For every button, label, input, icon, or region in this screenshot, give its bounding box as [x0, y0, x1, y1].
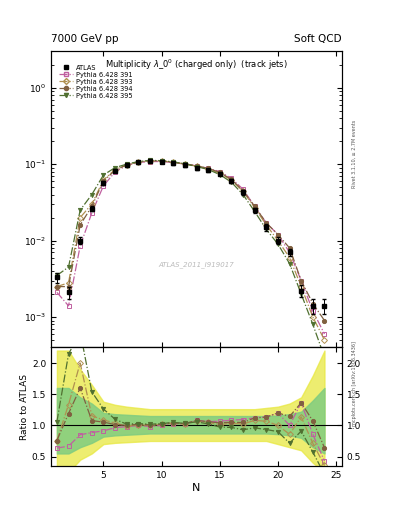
Text: 7000 GeV pp: 7000 GeV pp: [51, 33, 119, 44]
Text: Rivet 3.1.10, ≥ 2.7M events: Rivet 3.1.10, ≥ 2.7M events: [352, 119, 357, 188]
Y-axis label: Ratio to ATLAS: Ratio to ATLAS: [20, 374, 29, 440]
Text: mcplots.cern.ch [arXiv:1306.3436]: mcplots.cern.ch [arXiv:1306.3436]: [352, 342, 357, 426]
Legend: ATLAS, Pythia 6.428 391, Pythia 6.428 393, Pythia 6.428 394, Pythia 6.428 395: ATLAS, Pythia 6.428 391, Pythia 6.428 39…: [57, 63, 134, 100]
Text: Multiplicity $\lambda\_0^0$ (charged only)  (track jets): Multiplicity $\lambda\_0^0$ (charged onl…: [105, 57, 288, 72]
Text: ATLAS_2011_I919017: ATLAS_2011_I919017: [159, 261, 234, 268]
X-axis label: N: N: [192, 482, 201, 493]
Text: Soft QCD: Soft QCD: [294, 33, 342, 44]
